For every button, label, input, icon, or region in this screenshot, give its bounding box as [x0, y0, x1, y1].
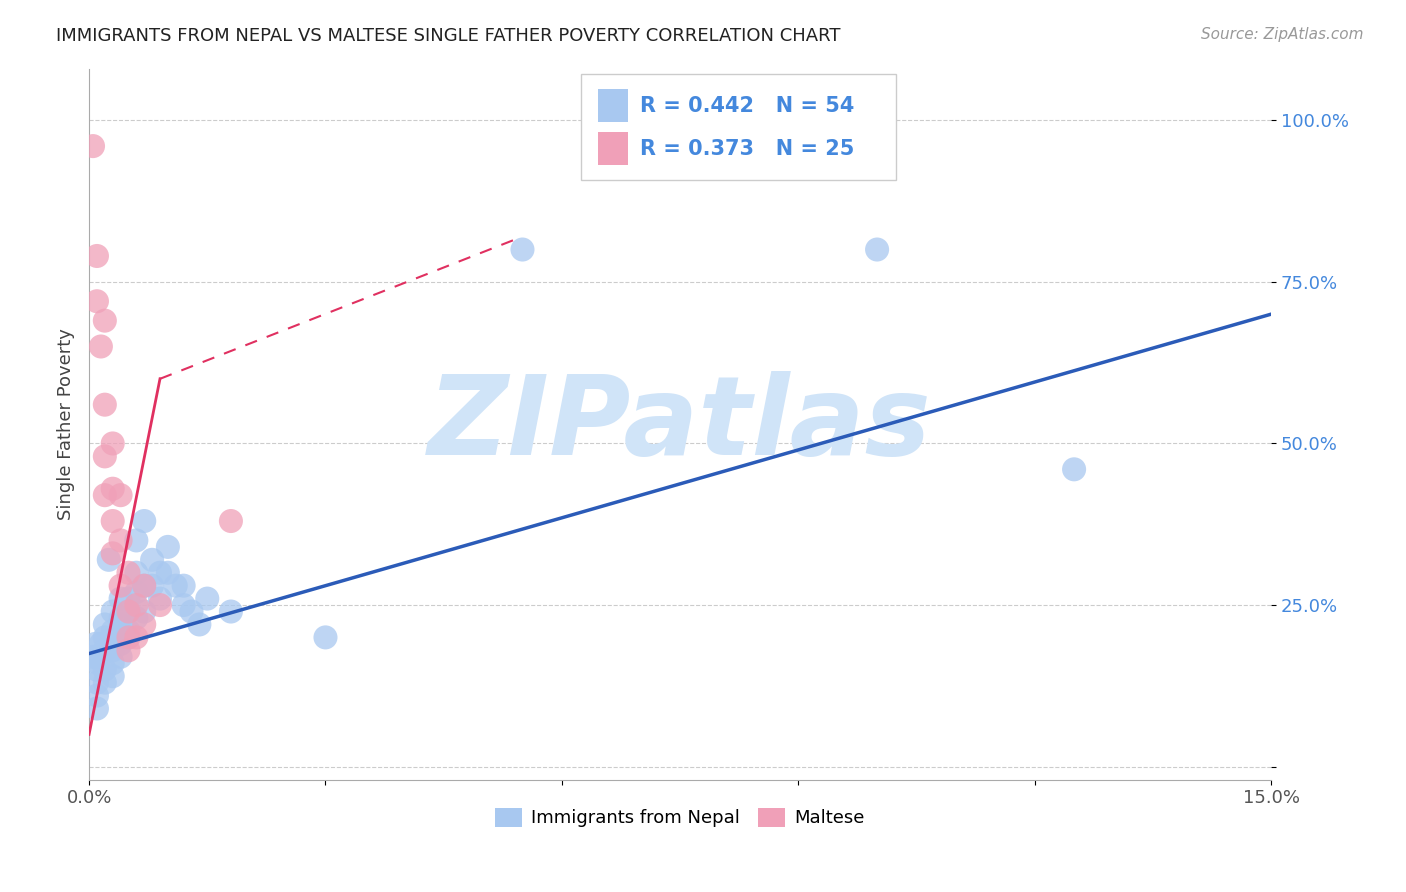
Point: [219, 514, 242, 528]
Point: [94, 398, 117, 412]
Point: [180, 605, 202, 619]
Point: [134, 579, 156, 593]
Point: [125, 598, 148, 612]
Point: [110, 611, 132, 625]
Point: [101, 436, 124, 450]
Point: [110, 579, 132, 593]
Point: [117, 605, 139, 619]
Point: [125, 566, 148, 580]
Point: [110, 617, 132, 632]
Point: [117, 643, 139, 657]
Point: [101, 631, 124, 645]
Point: [82, 649, 104, 664]
Point: [110, 591, 132, 606]
Point: [90, 339, 112, 353]
Point: [94, 675, 117, 690]
Point: [125, 585, 148, 599]
Point: [101, 669, 124, 683]
Point: [117, 631, 139, 645]
Point: [195, 591, 218, 606]
Point: [219, 605, 242, 619]
Point: [165, 579, 187, 593]
Point: [101, 482, 124, 496]
Text: IMMIGRANTS FROM NEPAL VS MALTESE SINGLE FATHER POVERTY CORRELATION CHART: IMMIGRANTS FROM NEPAL VS MALTESE SINGLE …: [56, 27, 841, 45]
Y-axis label: Single Father Poverty: Single Father Poverty: [58, 328, 75, 520]
Legend: Immigrants from Nepal, Maltese: Immigrants from Nepal, Maltese: [488, 801, 872, 835]
Point: [87, 657, 110, 671]
Point: [117, 605, 139, 619]
Point: [82, 139, 104, 153]
Point: [94, 643, 117, 657]
Point: [149, 598, 172, 612]
Point: [101, 624, 124, 638]
Point: [141, 553, 163, 567]
Point: [117, 631, 139, 645]
Point: [86, 663, 108, 677]
Point: [134, 605, 156, 619]
Point: [125, 533, 148, 548]
Point: [101, 643, 124, 657]
Point: [156, 566, 179, 580]
Point: [117, 591, 139, 606]
Point: [94, 488, 117, 502]
Point: [117, 624, 139, 638]
Point: [94, 663, 117, 677]
Point: [94, 450, 117, 464]
Point: [125, 611, 148, 625]
Point: [156, 540, 179, 554]
Point: [188, 617, 211, 632]
Point: [94, 631, 117, 645]
Point: [314, 631, 336, 645]
Point: [110, 637, 132, 651]
Point: [101, 546, 124, 560]
Point: [1063, 462, 1085, 476]
Point: [134, 579, 156, 593]
Point: [149, 591, 172, 606]
Point: [86, 689, 108, 703]
Text: ZIPatlas: ZIPatlas: [429, 370, 932, 477]
Point: [84, 637, 107, 651]
Point: [110, 649, 132, 664]
Text: R = 0.373   N = 25: R = 0.373 N = 25: [640, 138, 853, 159]
Text: R = 0.442   N = 54: R = 0.442 N = 54: [640, 95, 853, 116]
Point: [117, 566, 139, 580]
Point: [134, 514, 156, 528]
Point: [110, 533, 132, 548]
Point: [86, 701, 108, 715]
Point: [101, 605, 124, 619]
Point: [512, 243, 534, 257]
Point: [134, 617, 156, 632]
Point: [141, 579, 163, 593]
Point: [90, 637, 112, 651]
Point: [110, 488, 132, 502]
Point: [86, 649, 108, 664]
Point: [866, 243, 889, 257]
Point: [86, 294, 108, 309]
Point: [94, 313, 117, 327]
Point: [101, 657, 124, 671]
Point: [173, 579, 195, 593]
Point: [101, 514, 124, 528]
Text: Source: ZipAtlas.com: Source: ZipAtlas.com: [1201, 27, 1364, 42]
Point: [149, 566, 172, 580]
Point: [97, 553, 120, 567]
Point: [125, 631, 148, 645]
Point: [86, 249, 108, 263]
Point: [94, 617, 117, 632]
Point: [86, 675, 108, 690]
Point: [173, 598, 195, 612]
